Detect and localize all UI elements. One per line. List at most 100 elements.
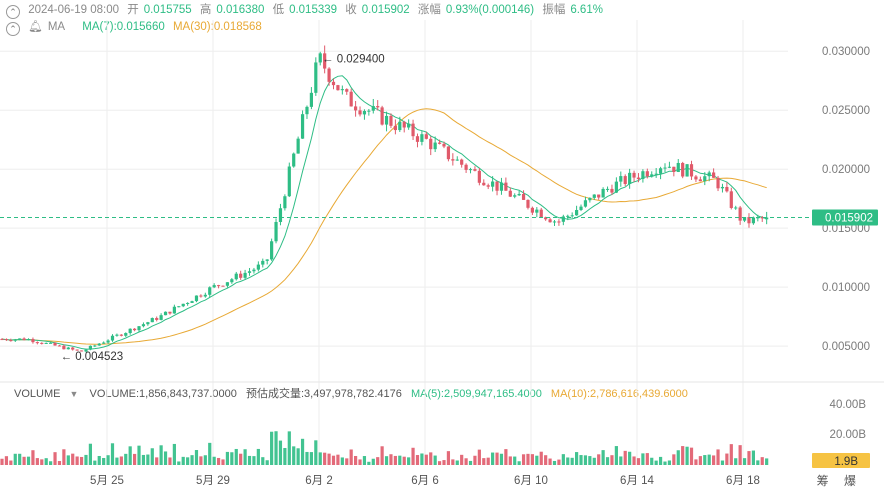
volume-bar [486,457,490,465]
candle-body [424,134,428,139]
candle-body [632,172,636,178]
candle-body [402,121,406,128]
volume-bar [102,457,106,465]
candle-body [124,333,128,336]
volume-bar [508,456,512,465]
volume-bar [720,460,725,465]
candle-body [455,159,459,161]
volume-bar [336,454,340,465]
candle-body [592,194,596,198]
candle-body [22,338,26,341]
candle-body [137,326,141,331]
candle-body [230,279,234,283]
candle-body [464,164,468,170]
volume-bar [632,456,636,465]
volume-bar [212,456,216,465]
candle-body [654,173,658,175]
volume-bar [712,455,716,465]
candle-body [106,340,110,343]
volume-bar [163,451,168,465]
candle-body [389,115,393,126]
volume-bar [133,453,137,465]
volume-bar [641,453,645,465]
volume-bar [663,461,667,465]
volume-bar [371,458,375,465]
volume-bar [327,453,331,465]
volume-bar [376,457,380,465]
candle-body [694,176,698,180]
volume-bar [230,452,234,465]
candle-body [429,138,433,150]
candle-body [110,335,115,341]
volume-bar [765,458,769,465]
volume-bar [751,450,755,465]
right-corner-label[interactable]: 筹 爆 [816,474,862,488]
volume-bar [424,454,428,465]
candle-body [681,162,685,177]
candle-body [340,89,344,91]
collapse-icon[interactable]: ⌃ [6,22,20,36]
candle-body [97,343,101,346]
price-tick-label: 0.025000 [822,105,870,117]
candle-body [548,219,552,223]
volume-bar [358,459,362,465]
price-tick-label: 0.015000 [822,223,870,235]
candle-body [190,301,194,303]
volume-bar [71,453,75,465]
candle-body [446,146,451,160]
volume-bar [239,453,243,465]
volume-bar [128,446,132,465]
candle-body [557,221,561,223]
volume-bar [305,451,309,465]
candle-body [274,221,278,242]
time-tick-label: 6月 2 [305,475,333,487]
candle-body [323,53,327,69]
volume-bar [265,460,269,465]
candle-body [420,134,424,142]
volume-bar [155,457,159,465]
volume-bar [738,445,742,465]
volume-bar [473,455,477,465]
low-value: 0.015339 [289,4,338,16]
collapse-icon[interactable]: ⌃ [6,5,20,19]
volume-bar [535,455,539,465]
volume-bar [623,450,627,465]
volume-bar [539,451,543,465]
volume-bar [146,454,150,465]
candle-body [212,285,216,288]
current-price-label: 0.015902 [825,213,873,225]
volume-bar [323,452,327,465]
volume-bar [261,457,265,465]
volume-label[interactable]: VOLUME [14,388,61,400]
volume-bar [676,450,680,465]
candle-body [314,62,318,93]
candle-body [380,107,384,125]
volume-bar [446,451,451,465]
candle-body [482,182,486,186]
volume-bar [725,453,729,465]
volume-bar [760,457,764,465]
volume-bar [756,460,760,465]
volume-bar [57,461,62,465]
volume-bar [689,447,694,465]
candle-body [703,176,707,182]
bell-icon[interactable]: 🔔︎ [28,21,43,33]
volume-bar [172,443,176,465]
volume-bar [597,454,601,465]
candle-body [234,273,238,280]
volume-bar [296,448,300,465]
chevron-down-icon[interactable]: ▼ [69,389,79,399]
open-label: 开 [127,4,139,16]
volume-bar [742,458,747,465]
candle-body [535,209,539,213]
volume-bar [88,443,92,465]
candle-body [49,342,53,344]
volume-bar [495,452,499,465]
candle-body [566,215,570,217]
volume-bar [521,454,526,465]
volume-bar [221,459,225,465]
candle-body [508,190,512,197]
volume-bar [40,459,44,465]
candle-body [194,295,199,302]
